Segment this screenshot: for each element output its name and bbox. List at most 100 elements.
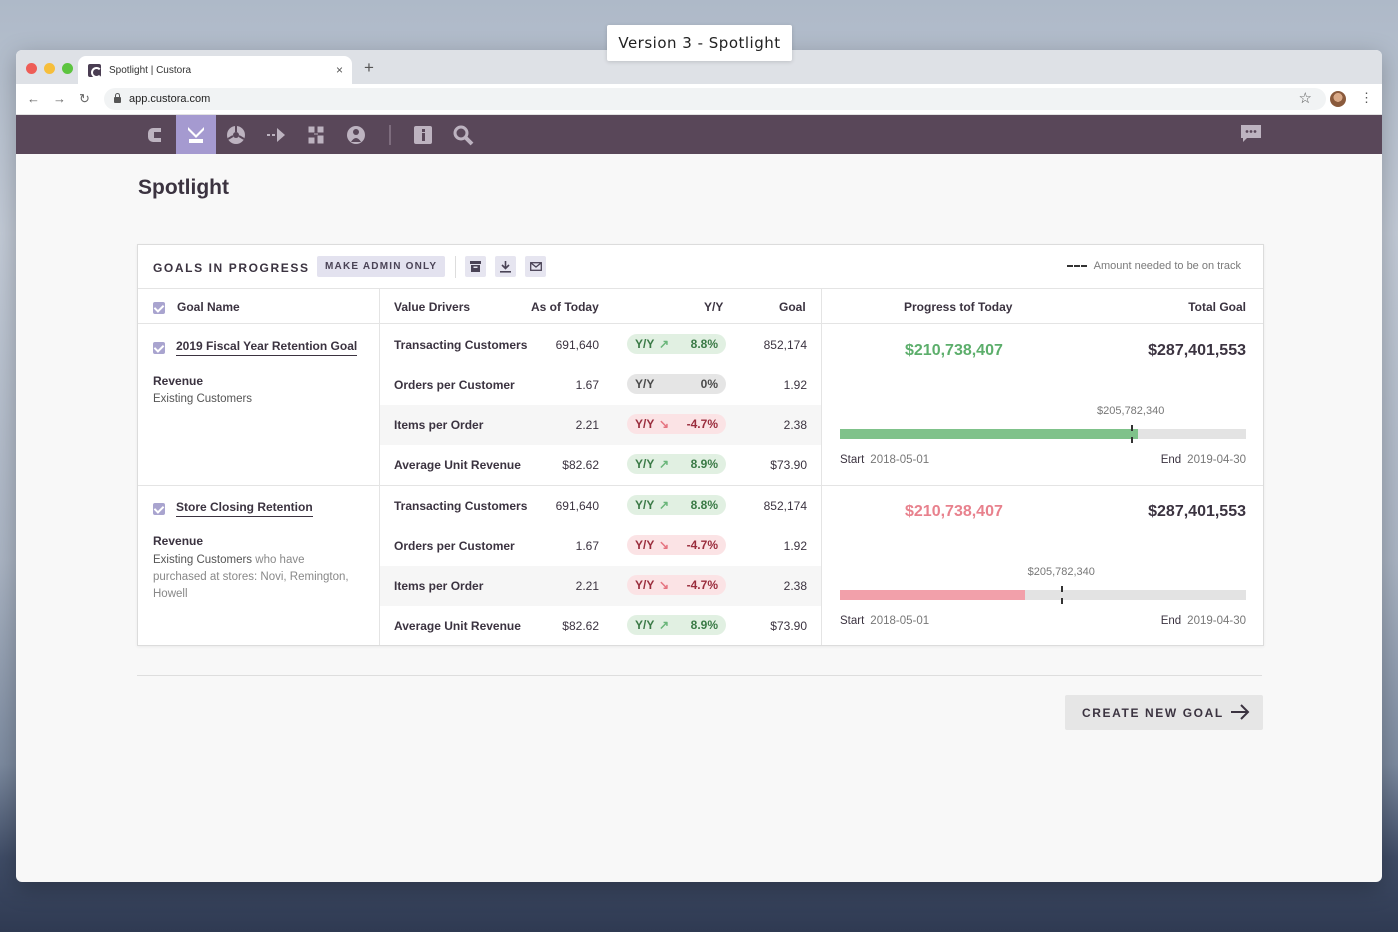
goal-audience: Existing Customers — [153, 393, 253, 405]
goal-metric: Revenue — [153, 374, 204, 388]
goal-row: 2019 Fiscal Year Retention Goal Revenue … — [138, 325, 1263, 486]
goal-description: Existing Customers who have purchased at… — [153, 552, 353, 603]
info-icon[interactable] — [403, 115, 443, 154]
yy-label: Y/Y — [635, 417, 655, 431]
yy-label: Y/Y — [635, 618, 655, 632]
card-title: GOALS IN PROGRESS — [153, 261, 310, 275]
legend-text: Amount needed to be on track — [1093, 260, 1241, 272]
driver-row: Items per Order 2.21 Y/Y ↘ -4.7% 2.38 — [380, 405, 821, 445]
goal-row: Store Closing Retention Revenue Existing… — [138, 486, 1263, 647]
goal-name-link[interactable]: Store Closing Retention — [176, 500, 313, 517]
yy-badge: Y/Y ↗ 8.8% — [627, 495, 726, 515]
driver-goal: 2.38 — [783, 579, 807, 593]
chat-icon[interactable] — [1241, 125, 1261, 148]
close-window-button[interactable] — [26, 63, 37, 74]
on-track-marker — [1130, 425, 1133, 443]
column-divider — [379, 289, 380, 645]
address-bar: ← → ↻ app.custora.com ☆ ⋮ — [16, 84, 1382, 115]
tab-title: Spotlight | Custora — [109, 64, 192, 76]
campaigns-icon[interactable] — [296, 115, 336, 154]
main-content: Spotlight GOALS IN PROGRESS MAKE ADMIN O… — [16, 154, 1382, 882]
spotlight-icon[interactable] — [176, 115, 216, 154]
select-all-checkbox[interactable] — [153, 300, 165, 314]
start-label: Start — [840, 615, 865, 627]
browser-menu-icon[interactable]: ⋮ — [1360, 90, 1373, 105]
download-icon[interactable] — [495, 256, 516, 277]
start-date: Start 2018-05-01 — [840, 454, 929, 466]
driver-today: $82.62 — [562, 619, 599, 633]
profile-avatar[interactable] — [1330, 91, 1346, 107]
trend-down-icon: ↘ — [659, 417, 670, 431]
on-track-marker — [1061, 586, 1064, 604]
archive-icon[interactable] — [465, 256, 486, 277]
goal-checkbox[interactable] — [153, 342, 165, 354]
segments-icon[interactable] — [216, 115, 256, 154]
end-date: End 2019-04-30 — [1161, 454, 1246, 466]
trend-up-icon: ↗ — [659, 618, 670, 632]
goal-name-link[interactable]: 2019 Fiscal Year Retention Goal — [176, 339, 358, 356]
goal-metric: Revenue — [153, 534, 204, 548]
yy-value: -4.7% — [686, 538, 718, 552]
minimize-window-button[interactable] — [44, 63, 55, 74]
version-label: Version 3 - Spotlight — [607, 25, 792, 61]
custora-logo-icon[interactable] — [136, 115, 176, 154]
start-date: Start 2018-05-01 — [840, 615, 929, 627]
goal-checkbox[interactable] — [153, 503, 165, 515]
col-yy: Y/Y — [704, 300, 724, 314]
driver-row: Average Unit Revenue $82.62 Y/Y ↗ 8.9% $73… — [380, 606, 821, 646]
browser-tab[interactable]: Spotlight | Custora × — [78, 56, 352, 84]
on-track-amount: $205,782,340 — [1097, 405, 1165, 417]
yy-value: 8.8% — [690, 337, 718, 351]
yy-badge: Y/Y ↘ -4.7% — [627, 414, 726, 434]
progress-bar-fill — [840, 590, 1025, 600]
driver-today: 691,640 — [555, 338, 599, 352]
maximize-window-button[interactable] — [62, 63, 73, 74]
window-controls — [26, 63, 73, 74]
bookmark-star-icon[interactable]: ☆ — [1298, 90, 1312, 107]
yy-value: -4.7% — [686, 578, 718, 592]
goal-audience: Existing Customers — [153, 554, 253, 566]
new-tab-button[interactable]: + — [364, 58, 374, 77]
col-progress: Progress tof Today — [904, 300, 1013, 314]
on-track-legend: Amount needed to be on track — [1066, 260, 1241, 272]
email-icon[interactable] — [525, 256, 546, 277]
total-goal: $287,401,553 — [1148, 342, 1246, 359]
yy-value: -4.7% — [686, 417, 718, 431]
progress-today: $210,738,407 — [905, 342, 1003, 359]
driver-today: 691,640 — [555, 499, 599, 513]
reload-icon[interactable]: ↻ — [79, 91, 90, 106]
driver-row: Orders per Customer 1.67 Y/Y 0% 1.92 — [380, 365, 821, 405]
customers-icon[interactable] — [336, 115, 376, 154]
create-new-goal-button[interactable]: CREATE NEW GOAL — [1065, 695, 1263, 730]
col-as-of-today: As of Today — [531, 300, 599, 314]
col-value-drivers: Value Drivers — [394, 300, 471, 314]
total-goal: $287,401,553 — [1148, 503, 1246, 520]
create-button-label: CREATE NEW GOAL — [1082, 705, 1224, 720]
search-icon[interactable] — [443, 115, 483, 154]
yy-label: Y/Y — [635, 498, 655, 512]
yy-badge: Y/Y ↘ -4.7% — [627, 535, 726, 555]
driver-name: Average Unit Revenue — [394, 458, 521, 472]
yy-badge: Y/Y ↘ -4.7% — [627, 575, 726, 595]
driver-goal: 1.92 — [783, 539, 807, 553]
back-icon[interactable]: ← — [27, 91, 40, 106]
on-track-amount: $205,782,340 — [1027, 566, 1095, 578]
page-title: Spotlight — [138, 176, 229, 199]
make-admin-only-button[interactable]: MAKE ADMIN ONLY — [317, 256, 446, 277]
url-text: app.custora.com — [129, 93, 211, 105]
driver-name: Transacting Customers — [394, 338, 528, 352]
forward-icon[interactable]: → — [53, 91, 66, 106]
arrow-right-icon — [1231, 704, 1250, 720]
driver-goal: 2.38 — [783, 418, 807, 432]
driver-goal: 1.92 — [783, 378, 807, 392]
trend-up-icon: ↗ — [659, 457, 670, 471]
flow-icon[interactable] — [256, 115, 296, 154]
url-input[interactable]: app.custora.com ☆ — [104, 88, 1326, 110]
yy-label: Y/Y — [635, 377, 655, 391]
dashed-line-icon — [1066, 265, 1087, 267]
progress-bar-fill — [840, 429, 1138, 439]
driver-goal: $73.90 — [770, 458, 807, 472]
yy-badge: Y/Y ↗ 8.9% — [627, 454, 726, 474]
goals-card: GOALS IN PROGRESS MAKE ADMIN ONLY Amount… — [137, 244, 1264, 646]
tab-close-icon[interactable]: × — [335, 63, 343, 77]
